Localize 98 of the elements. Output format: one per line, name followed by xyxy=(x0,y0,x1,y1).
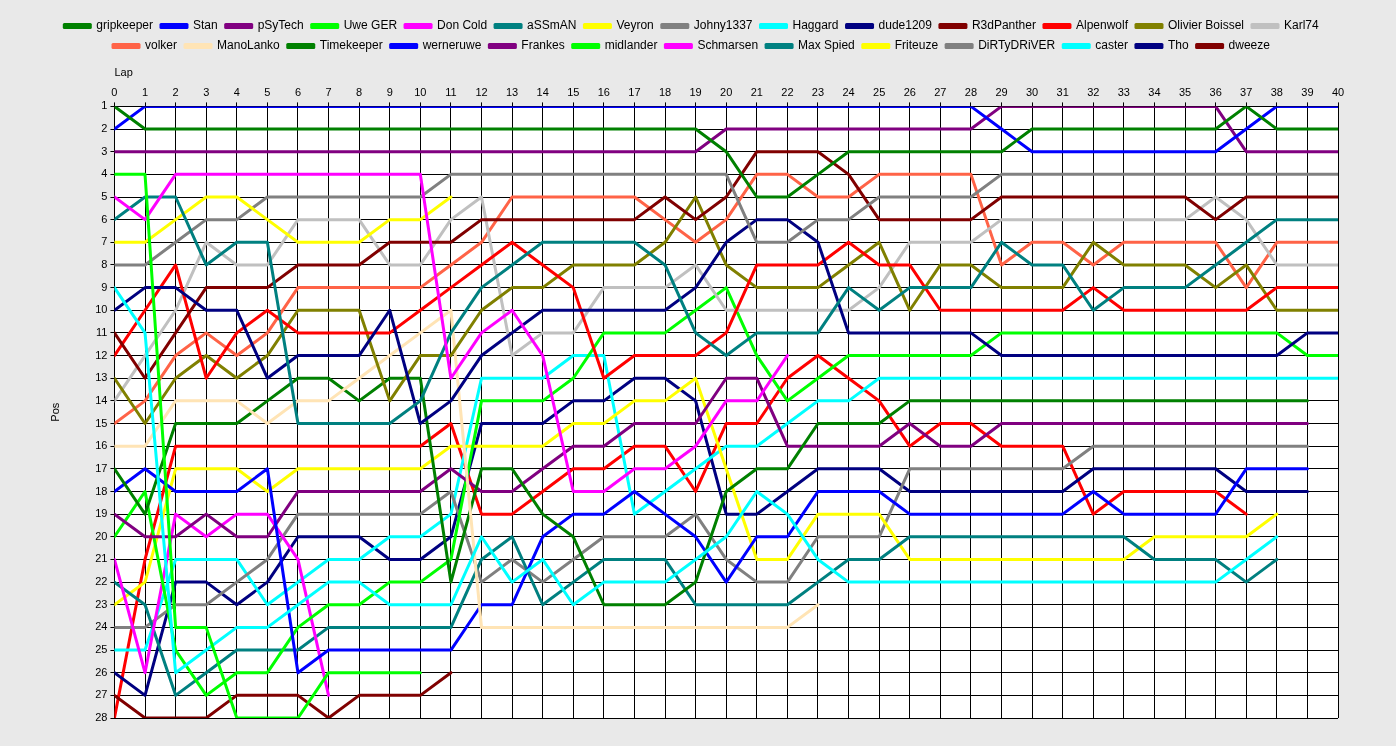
x-tick-label: 20 xyxy=(720,85,733,98)
x-tick-label: 4 xyxy=(233,85,240,98)
x-tick-label: 34 xyxy=(1148,85,1161,98)
x-tick-label: 2 xyxy=(172,85,179,98)
legend-label: Frankes xyxy=(521,38,565,53)
x-tick-label: 14 xyxy=(536,85,549,98)
x-tick-label: 5 xyxy=(264,85,271,98)
legend-label: Alpenwolf xyxy=(1075,18,1129,33)
x-tick-label: 37 xyxy=(1240,85,1253,98)
y-tick-label: 6 xyxy=(101,212,108,225)
x-tick-label: 7 xyxy=(325,85,332,98)
x-tick-label: 16 xyxy=(597,85,610,98)
legend-label: ManoLanko xyxy=(217,38,281,53)
x-tick-label: 8 xyxy=(356,85,363,98)
legend-label: Karl74 xyxy=(1284,18,1320,33)
x-tick-label: 0 xyxy=(111,85,118,98)
legend-label: aSSmAN xyxy=(527,18,577,33)
x-tick-label: 10 xyxy=(414,85,427,98)
x-tick-label: 15 xyxy=(567,85,580,98)
y-tick-label: 25 xyxy=(95,643,108,656)
y-tick-label: 20 xyxy=(95,529,108,542)
y-tick-label: 16 xyxy=(95,439,108,452)
x-tick-label: 1 xyxy=(141,85,149,98)
y-tick-label: 5 xyxy=(101,190,108,203)
y-tick-label: 2 xyxy=(101,122,108,135)
legend-label: Veyron xyxy=(616,18,654,33)
x-axis-title: Lap xyxy=(114,65,133,78)
y-tick-label: 11 xyxy=(96,325,108,338)
x-tick-label: 30 xyxy=(1025,85,1039,98)
legend-label: gripkeeper xyxy=(96,18,153,33)
legend-label: dweeze xyxy=(1228,38,1271,53)
y-tick-label: 3 xyxy=(101,144,108,157)
x-tick-label: 3 xyxy=(203,85,210,98)
legend-label: R3dPanther xyxy=(971,18,1036,33)
y-tick-label: 15 xyxy=(95,416,108,429)
x-tick-label: 19 xyxy=(689,85,702,98)
y-tick-label: 17 xyxy=(95,461,108,474)
legend-label: Max Spied xyxy=(798,38,855,53)
y-tick-label: 21 xyxy=(95,552,108,565)
x-tick-label: 23 xyxy=(811,85,825,98)
x-tick-label: 9 xyxy=(386,85,393,98)
y-tick-label: 19 xyxy=(95,507,108,520)
legend-label: Tho xyxy=(1167,38,1189,53)
x-tick-label: 35 xyxy=(1178,85,1192,98)
x-tick-label: 27 xyxy=(934,85,947,98)
x-tick-label: 11 xyxy=(445,85,457,98)
x-tick-label: 36 xyxy=(1209,85,1222,98)
legend-label: Stan xyxy=(193,18,218,33)
y-tick-label: 27 xyxy=(95,688,108,701)
legend-label: Don Cold xyxy=(437,18,488,33)
y-tick-label: 28 xyxy=(95,711,108,724)
y-tick-label: 1 xyxy=(101,99,108,112)
legend-label: Schmarsen xyxy=(697,38,759,53)
y-tick-label: 24 xyxy=(95,620,108,633)
x-tick-label: 17 xyxy=(628,85,641,98)
y-axis-title: Pos xyxy=(48,402,61,422)
x-tick-label: 29 xyxy=(995,85,1008,98)
legend-label: Johny1337 xyxy=(693,18,753,33)
y-tick-label: 10 xyxy=(95,303,108,316)
x-tick-label: 38 xyxy=(1270,85,1283,98)
y-tick-label: 13 xyxy=(95,371,108,384)
legend-label: werneruwe xyxy=(421,38,482,53)
y-tick-label: 23 xyxy=(95,597,108,610)
y-tick-label: 12 xyxy=(95,348,108,361)
x-tick-label: 13 xyxy=(505,85,519,98)
x-tick-label: 39 xyxy=(1301,85,1314,98)
y-tick-label: 14 xyxy=(95,393,108,406)
legend-label: dude1209 xyxy=(878,18,933,33)
x-tick-label: 6 xyxy=(294,85,302,98)
x-tick-label: 22 xyxy=(781,85,794,98)
legend-label: volker xyxy=(145,38,178,53)
x-tick-label: 21 xyxy=(750,85,763,98)
legend-label: midlander xyxy=(604,38,658,53)
y-tick-label: 22 xyxy=(95,575,108,588)
legend-label: Uwe GER xyxy=(343,18,398,33)
legend-label: Timekeeper xyxy=(319,38,383,53)
legend-label: Friteuze xyxy=(894,38,939,53)
y-tick-label: 4 xyxy=(101,167,108,180)
x-tick-label: 40 xyxy=(1331,85,1345,98)
x-tick-label: 18 xyxy=(658,85,672,98)
y-tick-label: 18 xyxy=(95,484,108,497)
x-tick-label: 24 xyxy=(842,85,855,98)
x-tick-label: 31 xyxy=(1056,85,1069,98)
x-tick-label: 28 xyxy=(964,85,978,98)
y-tick-label: 8 xyxy=(101,257,108,270)
legend-label: Olivier Boissel xyxy=(1168,18,1245,33)
x-tick-label: 32 xyxy=(1087,85,1100,98)
legend-label: DiRTyDRiVER xyxy=(978,38,1056,53)
legend-label: Haggard xyxy=(792,18,839,33)
y-tick-label: 7 xyxy=(101,235,108,248)
x-tick-label: 25 xyxy=(873,85,886,98)
y-tick-label: 26 xyxy=(95,665,108,678)
legend-label: caster xyxy=(1095,38,1128,53)
y-tick-label: 9 xyxy=(101,280,108,293)
x-tick-label: 33 xyxy=(1117,85,1130,98)
x-tick-label: 12 xyxy=(475,85,488,98)
legend-label: pSyTech xyxy=(257,18,304,33)
x-tick-label: 26 xyxy=(903,85,916,98)
